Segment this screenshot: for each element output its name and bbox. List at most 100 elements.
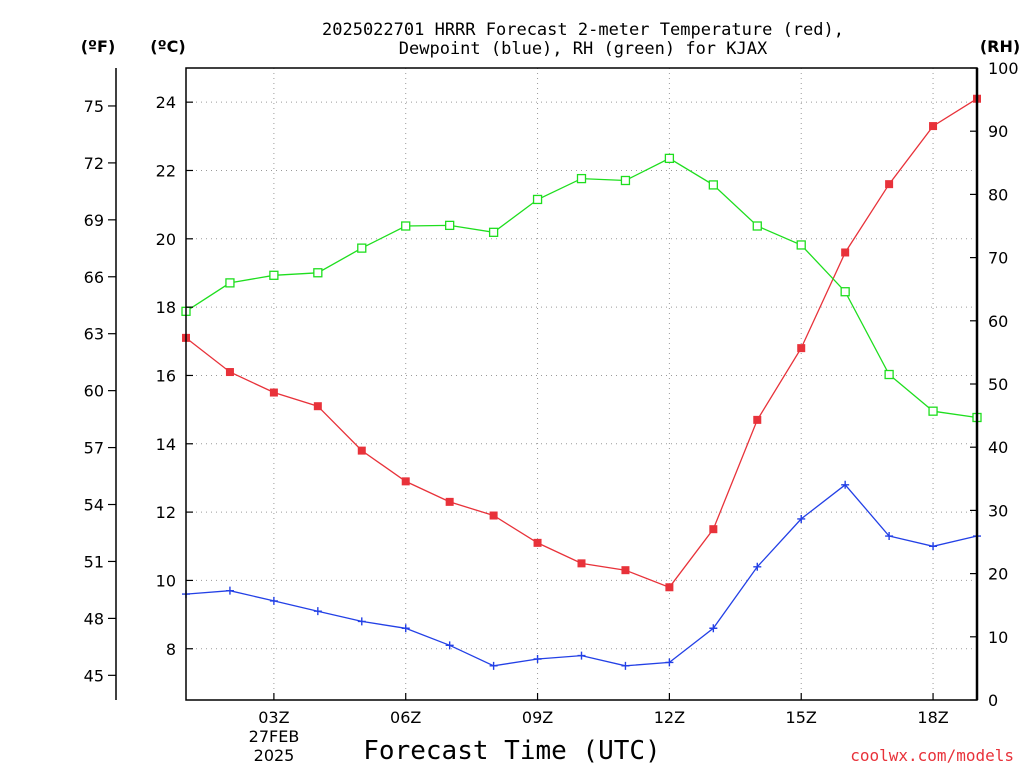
- temperature-point: [225, 368, 234, 377]
- fahrenheit-tick-label: 45: [84, 666, 104, 685]
- rh-tick-label: 60: [988, 312, 1008, 331]
- rh-point: [269, 270, 279, 280]
- temperature-point: [445, 497, 454, 506]
- fahrenheit-tick-label: 51: [84, 552, 104, 571]
- dewpoint-point: [269, 596, 278, 605]
- temperature-point: [665, 583, 674, 592]
- celsius-tick-label: 22: [156, 161, 176, 180]
- fahrenheit-tick-label: 66: [84, 268, 104, 287]
- rh-point: [664, 153, 675, 164]
- date-label-year: 2025: [254, 746, 295, 765]
- fahrenheit-tick-label: 69: [84, 211, 104, 230]
- fahrenheit-tick-label: 54: [84, 496, 104, 515]
- x-axis-label: Forecast Time (UTC): [363, 736, 660, 766]
- rh-tick-label: 10: [988, 628, 1008, 647]
- x-tick-label: 12Z: [654, 708, 685, 727]
- temperature-point: [489, 511, 498, 520]
- date-label-day: 27FEB: [249, 727, 300, 746]
- dewpoint-point: [709, 624, 718, 633]
- dewpoint-point: [313, 607, 322, 616]
- rh-tick-label: 100: [988, 59, 1019, 78]
- rh-line: [185, 157, 978, 419]
- celsius-tick-label: 10: [156, 571, 176, 590]
- rh-point: [532, 194, 543, 205]
- celsius-tick-label: 8: [166, 640, 176, 659]
- celsius-tick-label: 18: [156, 298, 176, 317]
- dewpoint-point: [797, 514, 806, 523]
- fahrenheit-tick-label: 48: [84, 609, 104, 628]
- rh-point: [225, 278, 235, 288]
- rh-series: [181, 153, 982, 423]
- rh-tick-label: 0: [988, 691, 998, 710]
- axes-layer: 8 10 12 14 16 18 20 22 24 45 48 51 54 57 60 63 66 69 72 75 0…: [84, 59, 1019, 727]
- temperature-point: [709, 525, 718, 534]
- rh-point: [357, 243, 367, 253]
- celsius-tick-label: 12: [156, 503, 176, 522]
- x-tick-label: 18Z: [917, 708, 948, 727]
- rh-point: [884, 369, 894, 380]
- temperature-point: [533, 538, 542, 547]
- temperature-point: [621, 566, 630, 575]
- x-tick-label: 15Z: [786, 708, 817, 727]
- fahrenheit-unit-label: (ºF): [81, 37, 116, 56]
- dewpoint-series: [182, 480, 981, 670]
- temperature-point: [577, 559, 586, 568]
- rh-unit-label: (RH): [980, 37, 1020, 56]
- dewpoint-point: [929, 542, 938, 551]
- rh-tick-label: 90: [988, 122, 1008, 141]
- temperature-point: [269, 388, 278, 397]
- fahrenheit-tick-label: 63: [84, 325, 104, 344]
- dewpoint-point: [885, 532, 894, 541]
- celsius-tick-label: 14: [156, 435, 176, 454]
- celsius-tick-label: 24: [156, 93, 176, 112]
- grid-lines: [186, 68, 977, 700]
- rh-point: [576, 173, 587, 184]
- credit-label: coolwx.com/models: [850, 746, 1014, 765]
- temperature-series: [182, 94, 981, 592]
- celsius-unit-label: (ºC): [150, 37, 185, 56]
- rh-point: [313, 268, 323, 278]
- rh-point: [840, 287, 850, 297]
- rh-point: [796, 240, 806, 250]
- fahrenheit-tick-label: 72: [84, 154, 104, 173]
- temperature-point: [929, 122, 938, 131]
- rh-point: [401, 221, 411, 231]
- fahrenheit-tick-label: 60: [84, 382, 104, 401]
- temperature-point: [357, 446, 366, 455]
- temperature-point: [885, 180, 894, 189]
- rh-point: [752, 221, 762, 231]
- temperature-line: [185, 98, 978, 589]
- temperature-point: [797, 344, 806, 353]
- rh-tick-label: 50: [988, 375, 1008, 394]
- dewpoint-point: [225, 586, 234, 595]
- dewpoint-point: [533, 655, 542, 664]
- dewpoint-point: [489, 661, 498, 670]
- dewpoint-point: [445, 641, 454, 650]
- fahrenheit-tick-label: 57: [84, 439, 104, 458]
- dewpoint-point: [357, 617, 366, 626]
- rh-point: [488, 227, 499, 237]
- dewpoint-point: [665, 658, 674, 667]
- temperature-point: [401, 477, 410, 486]
- x-tick-label: 09Z: [522, 708, 553, 727]
- rh-tick-label: 20: [988, 565, 1008, 584]
- chart-title-line2: Dewpoint (blue), RH (green) for KJAX: [399, 39, 768, 59]
- rh-point: [620, 175, 631, 186]
- temperature-point: [313, 402, 322, 411]
- x-tick-label: 03Z: [258, 708, 289, 727]
- dewpoint-point: [841, 480, 850, 489]
- dewpoint-point: [577, 651, 586, 660]
- chart-title-line1: 2025022701 HRRR Forecast 2-meter Tempera…: [322, 20, 844, 40]
- plot-frame: [185, 67, 978, 701]
- dewpoint-point: [753, 562, 762, 571]
- temperature-point: [753, 415, 762, 424]
- temperature-point: [841, 248, 850, 257]
- celsius-tick-label: 20: [156, 230, 176, 249]
- rh-tick-label: 80: [988, 185, 1008, 204]
- rh-tick-label: 70: [988, 249, 1008, 268]
- rh-tick-label: 30: [988, 501, 1008, 520]
- celsius-tick-label: 16: [156, 366, 176, 385]
- dewpoint-point: [401, 624, 410, 633]
- rh-point: [928, 406, 938, 416]
